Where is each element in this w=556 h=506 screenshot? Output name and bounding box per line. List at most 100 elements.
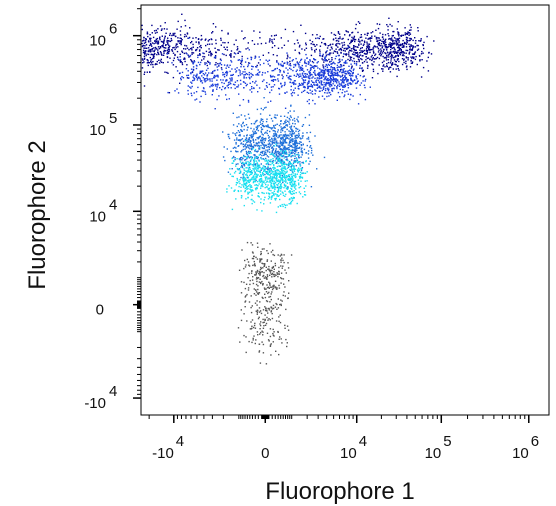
data-point	[398, 45, 400, 47]
data-point	[278, 124, 281, 127]
data-point	[318, 37, 320, 40]
data-point	[258, 145, 260, 147]
data-point	[283, 187, 285, 189]
data-point	[328, 71, 330, 73]
data-point	[403, 46, 405, 48]
data-point	[248, 161, 250, 164]
data-point	[266, 155, 268, 157]
data-point	[265, 166, 267, 169]
data-point	[285, 185, 287, 188]
data-point	[204, 62, 206, 64]
data-point	[272, 167, 274, 169]
data-point	[289, 81, 291, 84]
data-point	[379, 32, 381, 34]
data-point	[403, 58, 405, 60]
data-point	[395, 41, 397, 43]
data-point	[201, 90, 204, 92]
data-point	[426, 35, 428, 38]
data-point	[203, 74, 206, 76]
data-point	[412, 45, 414, 47]
data-point	[269, 177, 272, 179]
data-point	[173, 57, 175, 59]
data-point	[331, 59, 333, 61]
data-point	[268, 181, 270, 183]
data-point	[301, 147, 303, 149]
data-point	[151, 58, 154, 60]
data-point	[243, 281, 245, 284]
data-point	[234, 189, 236, 191]
data-point	[253, 324, 256, 327]
data-point	[201, 82, 204, 84]
data-point	[278, 186, 280, 189]
data-point	[279, 303, 281, 306]
data-point	[257, 69, 259, 71]
data-point	[254, 150, 256, 152]
data-point	[293, 132, 296, 134]
data-point	[249, 168, 251, 171]
data-point	[402, 45, 404, 47]
data-point	[257, 246, 259, 248]
data-point	[336, 72, 339, 74]
data-point	[274, 127, 276, 129]
data-point	[324, 76, 327, 78]
data-point	[287, 56, 289, 58]
data-point	[316, 34, 318, 36]
data-point	[376, 23, 378, 25]
data-point	[338, 33, 341, 35]
data-point	[336, 73, 339, 75]
data-point	[349, 93, 352, 96]
data-point	[308, 77, 311, 79]
data-point	[321, 58, 323, 60]
data-point	[268, 318, 270, 320]
data-point	[328, 69, 330, 71]
data-point	[288, 148, 291, 151]
data-point	[264, 314, 266, 316]
data-point	[278, 144, 280, 147]
data-point	[382, 45, 384, 47]
data-point	[278, 273, 280, 275]
data-point	[144, 53, 146, 55]
data-point	[386, 24, 388, 26]
data-point	[390, 44, 392, 47]
data-point	[340, 66, 342, 68]
data-point	[310, 186, 313, 188]
data-point	[295, 157, 298, 159]
y-tick-exponent: 6	[109, 21, 117, 38]
data-point	[330, 63, 333, 65]
data-point	[331, 57, 333, 59]
data-point	[279, 151, 281, 153]
data-point	[250, 156, 253, 158]
data-point	[285, 338, 287, 341]
y-tick-label: -10	[84, 395, 106, 412]
data-point	[343, 71, 345, 73]
data-point	[190, 68, 193, 70]
data-point	[420, 39, 422, 42]
data-point	[280, 150, 282, 152]
data-point	[273, 184, 275, 186]
data-point	[284, 151, 286, 153]
data-point	[310, 54, 313, 57]
data-point	[284, 190, 286, 192]
data-point	[296, 39, 299, 41]
data-point	[228, 137, 231, 140]
data-point	[242, 143, 244, 146]
data-point	[253, 154, 255, 156]
data-point	[266, 178, 269, 180]
data-point	[271, 141, 274, 143]
data-point	[258, 196, 260, 198]
data-point	[351, 65, 353, 67]
data-point	[367, 32, 369, 35]
data-point	[290, 193, 292, 195]
data-point	[230, 53, 232, 55]
data-point	[307, 82, 310, 84]
data-point	[286, 204, 288, 206]
data-point	[144, 41, 147, 44]
data-point	[268, 177, 270, 179]
data-point	[205, 62, 208, 64]
data-point	[286, 325, 289, 327]
data-point	[357, 53, 359, 55]
data-point	[281, 151, 283, 154]
data-point	[372, 56, 374, 59]
data-point	[283, 44, 286, 46]
data-point	[401, 46, 403, 48]
